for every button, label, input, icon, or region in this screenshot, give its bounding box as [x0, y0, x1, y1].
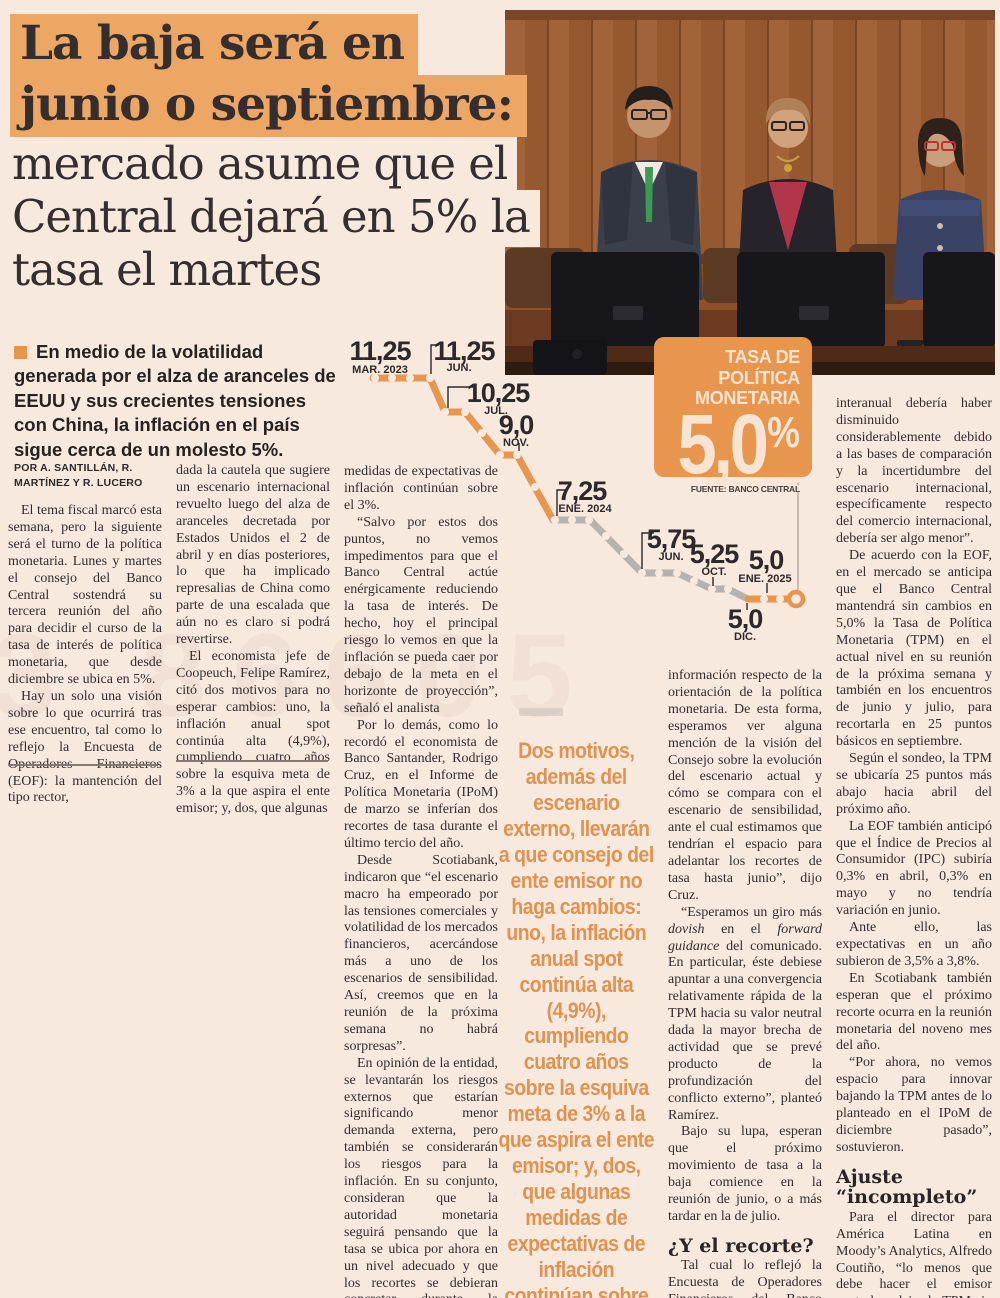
body-paragraph: En Scotiabank también esperan que el pró… [836, 970, 992, 1054]
headline-line-2: junio o septiembre: [10, 75, 527, 137]
byline: POR A. SANTILLÁN, R. MARTÍNEZ Y R. LUCER… [14, 462, 143, 490]
body-paragraph: Hay un solo una visión sobre lo que ocur… [8, 688, 162, 806]
body-paragraph: De acuerdo con la EOF, en el mercado se … [836, 548, 992, 750]
chart-label-value: 10,25 [467, 378, 531, 408]
body-paragraph: Por lo demás, como lo recordó el economi… [344, 717, 498, 851]
lead-bullet-icon [14, 346, 27, 359]
body-paragraph: Tal cual lo reflejó la Encuesta de Opera… [668, 1258, 822, 1298]
chart-label-date: JUN. [658, 551, 683, 563]
body-paragraph: Según el sondeo, la TPM se ubicaría 25 p… [836, 751, 992, 817]
body-paragraph: El economista jefe de Coopeuch, Felipe R… [176, 648, 330, 817]
article-column-2: dada la cautela que sugiere un escenario… [176, 463, 330, 818]
article-column-5: interanual debería haber disminuido cons… [836, 396, 992, 1298]
chart-label-value: 5,0 [728, 604, 763, 634]
column-end-rule [8, 764, 158, 766]
body-paragraph: medidas de expectativas de inflación con… [344, 464, 498, 513]
body-paragraph: La EOF también anticipó que el Índice de… [836, 818, 992, 919]
body-paragraph: Ante ello, las expectativas en un año su… [836, 920, 992, 969]
chart-label-value: 5,75 [647, 524, 697, 554]
article-column-4: información respecto de la orientación d… [668, 668, 822, 1298]
tpm-rate-chart: 11,25 MAR. 2023 11,25 JUN. 10,25 JUL. 9,… [349, 336, 806, 643]
body-paragraph: El tema fiscal marcó esta semana, pero l… [8, 503, 162, 688]
body-paragraph: información respecto de la orientación d… [668, 668, 822, 903]
body-paragraph: “Salvo por estos dos puntos, no vemos im… [344, 514, 498, 716]
photo-illustration [505, 10, 995, 375]
chart-label-date: ENE. 2025 [738, 573, 791, 585]
rate-box-title: TASA DE POLÍTICA MONETARIA [695, 347, 800, 409]
body-paragraph: dada la cautela que sugiere un escenario… [176, 463, 330, 648]
article-column-3: medidas de expectativas de inflación con… [344, 464, 498, 1298]
chart-label-value: 11,25 [433, 336, 495, 366]
rate-line-end-dot [786, 589, 806, 609]
chart-source: FUENTE: BANCO CENTRAL [690, 484, 800, 494]
section-heading: Ajuste “incompleto” [836, 1165, 978, 1209]
headline-line-4: Central dejará en 5% la [10, 190, 540, 247]
body-paragraph: “Por ahora, no vemos espacio para innova… [836, 1055, 992, 1155]
chart-label-date: NOV. [503, 437, 529, 449]
body-paragraph: En opinión de la entidad, se levantarán … [344, 1055, 498, 1298]
headline-line-3: mercado asume que el [10, 137, 518, 194]
chart-label-date: JUL. [484, 405, 508, 417]
chart-label-value: 5,25 [690, 539, 740, 569]
rate-line-dots [371, 374, 784, 603]
rate-box-date: MARZO 2025 [704, 478, 800, 496]
body-paragraph: Para el director para América Latina en … [836, 1209, 992, 1298]
chart-label-date: JUN. [446, 362, 471, 374]
photo-banco-central-council [505, 10, 995, 375]
body-paragraph: Bajo su lupa, esperan que el próximo mov… [668, 1124, 822, 1224]
chart-label-date: MAR. 2023 [352, 364, 408, 376]
chart-label-value: 5,0 [749, 545, 784, 575]
chart-label-date: ENE. 2024 [558, 503, 612, 515]
article-column-1: El tema fiscal marcó esta semana, pero l… [8, 503, 162, 807]
chart-label-date: DIC. [734, 631, 756, 643]
chart-label-value: 7,25 [558, 476, 608, 506]
rate-highlight-box: TASA DE POLÍTICA MONETARIA 5,0 % MARZO 20… [654, 337, 812, 496]
pull-quote: Dos motivos, además del escenario extern… [498, 738, 655, 1298]
rate-box-value: 5,0 % [677, 397, 800, 492]
scan-watermark: 3 86605 [0, 610, 599, 742]
column-end-rule [176, 760, 328, 762]
pull-quote-dash [519, 708, 563, 716]
section-heading: ¿Y el recorte? [668, 1234, 814, 1257]
lead-paragraph: En medio de la volatilidad generada por … [14, 341, 336, 460]
body-paragraph: Desde Scotiabank, indicaron que “el esce… [344, 852, 498, 1054]
chart-label-date: OCT. [701, 566, 726, 578]
chart-label-value: 11,25 [349, 336, 411, 366]
body-paragraph: interanual debería haber disminuido cons… [836, 396, 992, 547]
headline-line-1: La baja será en [10, 14, 419, 76]
body-paragraph: “Esperamos un giro más dovish en el forw… [668, 904, 822, 1123]
chart-callout-lines [430, 344, 768, 610]
headline-line-5: tasa el martes [10, 243, 332, 300]
chart-label-value: 9,0 [499, 410, 534, 440]
